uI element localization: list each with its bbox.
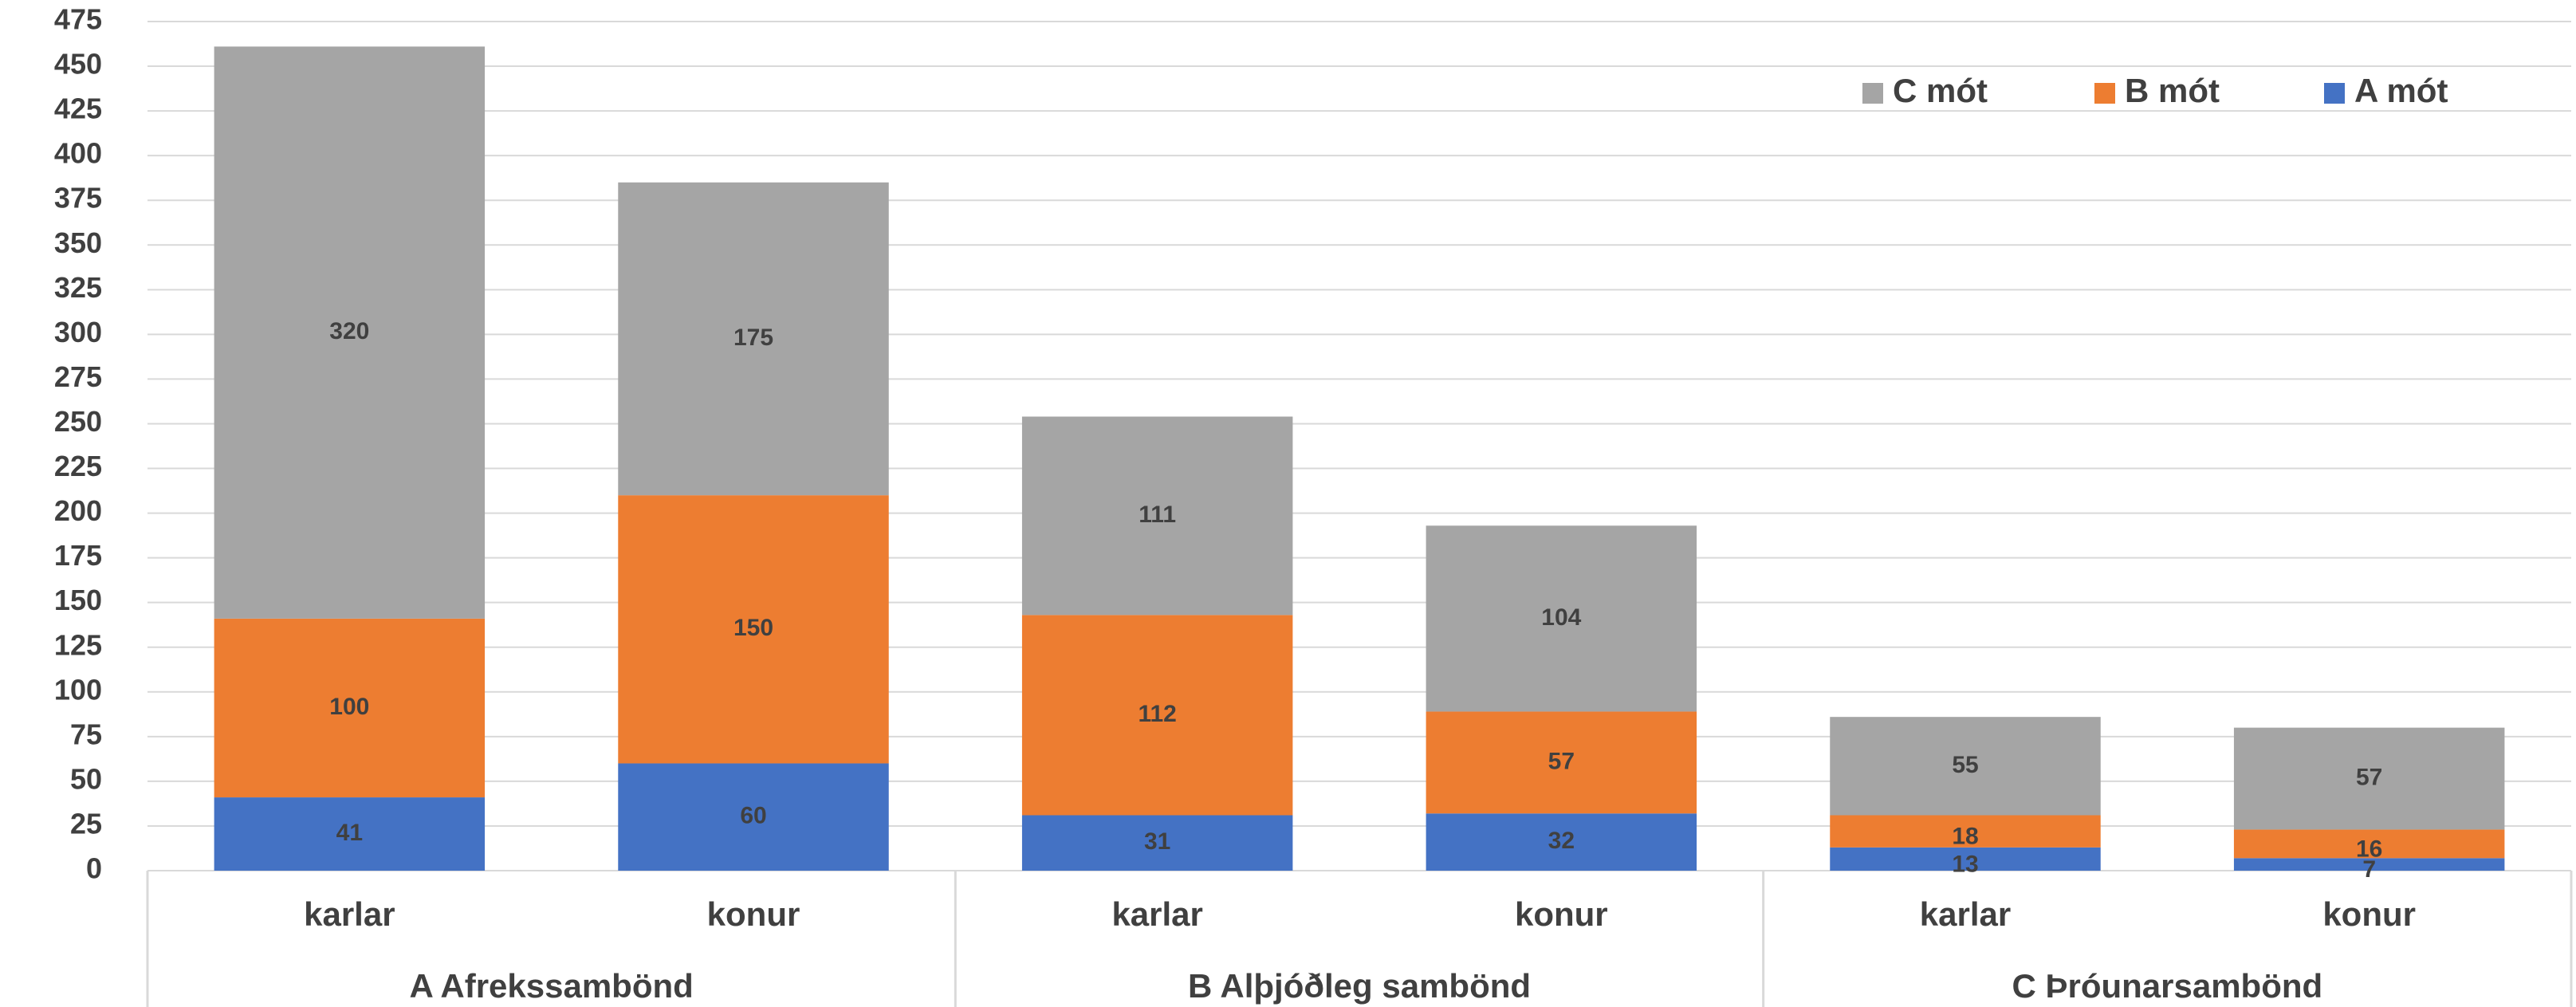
y-tick-label: 300 <box>54 316 102 348</box>
x-tick-label: konur <box>1515 895 1608 933</box>
bar-segment <box>2233 829 2505 859</box>
legend-swatch <box>2324 83 2345 104</box>
y-tick-label: 75 <box>70 718 102 750</box>
y-tick-label: 475 <box>54 3 102 36</box>
data-label: 32 <box>1548 828 1575 854</box>
data-label: 112 <box>1138 701 1176 727</box>
y-tick-label: 0 <box>86 852 102 885</box>
data-label: 57 <box>1548 748 1575 774</box>
x-tick-label: karlar <box>304 895 395 933</box>
legend-label: C mót <box>1893 72 1988 109</box>
y-tick-label: 350 <box>54 226 102 259</box>
data-label: 60 <box>740 803 766 829</box>
bar-segment <box>214 618 486 798</box>
y-tick-label: 100 <box>54 673 102 706</box>
bar-segment <box>618 763 889 871</box>
bar-segment <box>1021 615 1293 816</box>
x-tick-label: konur <box>707 895 800 933</box>
bar-segment <box>2233 727 2505 830</box>
y-tick-label: 275 <box>54 360 102 393</box>
bar-segment <box>1021 815 1293 871</box>
bar-segment <box>214 46 486 619</box>
legend-label: B mót <box>2125 72 2220 109</box>
y-tick-label: 175 <box>54 539 102 572</box>
group-label: B Alþjóðleg sambönd <box>1188 967 1531 1005</box>
y-tick-label: 325 <box>54 271 102 304</box>
legend-label: A mót <box>2354 72 2448 109</box>
y-tick-label: 425 <box>54 92 102 125</box>
y-tick-label: 250 <box>54 405 102 438</box>
y-tick-label: 450 <box>54 48 102 81</box>
x-tick-label: karlar <box>1920 895 2011 933</box>
data-label: 41 <box>336 820 363 846</box>
legend-swatch <box>1862 83 1883 104</box>
bar-segment <box>1426 711 1697 814</box>
data-label: 55 <box>1952 752 1978 778</box>
bar-segment <box>1830 847 2101 871</box>
legend-swatch <box>2094 83 2115 104</box>
data-label: 18 <box>1952 824 1978 850</box>
bar-segment <box>2233 858 2505 871</box>
data-label: 111 <box>1139 502 1176 528</box>
x-tick-label: konur <box>2322 895 2416 933</box>
bar-segment <box>618 182 889 496</box>
data-label: 320 <box>329 318 369 344</box>
y-tick-label: 150 <box>54 584 102 616</box>
group-label: A Afrekssambönd <box>410 967 694 1005</box>
group-label: C Þróunarsambönd <box>2012 967 2322 1005</box>
data-label: 175 <box>733 325 773 351</box>
y-tick-label: 200 <box>54 494 102 527</box>
data-label: 100 <box>329 694 369 720</box>
bar-segment <box>1830 815 2101 848</box>
bar-segment <box>618 495 889 764</box>
bar-segment <box>1426 525 1697 712</box>
y-tick-label: 125 <box>54 628 102 661</box>
bar-segment <box>214 797 486 871</box>
y-tick-label: 225 <box>54 450 102 482</box>
bar-segment <box>1426 813 1697 871</box>
y-tick-label: 400 <box>54 137 102 170</box>
y-tick-label: 50 <box>70 762 102 795</box>
data-label: 13 <box>1952 851 1978 877</box>
bar-segment <box>1830 717 2101 816</box>
data-label: 7 <box>2362 856 2376 883</box>
x-tick-label: karlar <box>1111 895 1202 933</box>
data-label: 150 <box>733 615 773 641</box>
data-label: 31 <box>1144 828 1170 855</box>
y-tick-label: 375 <box>54 182 102 214</box>
data-label: 16 <box>2356 836 2382 862</box>
y-tick-label: 25 <box>70 807 102 840</box>
bar-segment <box>1021 416 1293 616</box>
data-label: 104 <box>1541 604 1581 631</box>
data-label: 57 <box>2356 764 2382 790</box>
